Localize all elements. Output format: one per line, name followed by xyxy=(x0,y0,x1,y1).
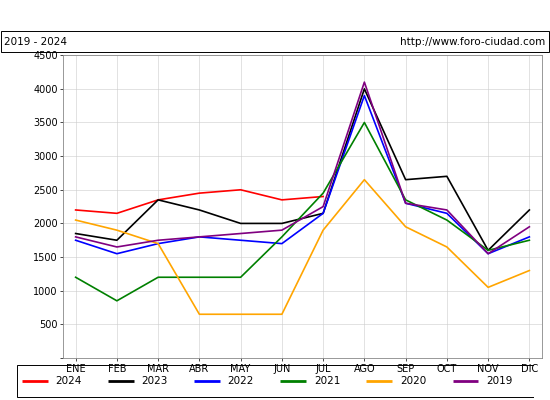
Text: 2024: 2024 xyxy=(55,376,81,386)
Text: Evolucion Nº Turistas Nacionales en el municipio de Betanzos: Evolucion Nº Turistas Nacionales en el m… xyxy=(50,8,500,22)
Text: 2019 - 2024: 2019 - 2024 xyxy=(4,37,68,47)
Text: 2023: 2023 xyxy=(141,376,168,386)
Text: 2019: 2019 xyxy=(486,376,513,386)
Text: 2022: 2022 xyxy=(228,376,254,386)
Text: 2020: 2020 xyxy=(400,376,426,386)
Text: http://www.foro-ciudad.com: http://www.foro-ciudad.com xyxy=(400,37,546,47)
Text: 2021: 2021 xyxy=(314,376,340,386)
